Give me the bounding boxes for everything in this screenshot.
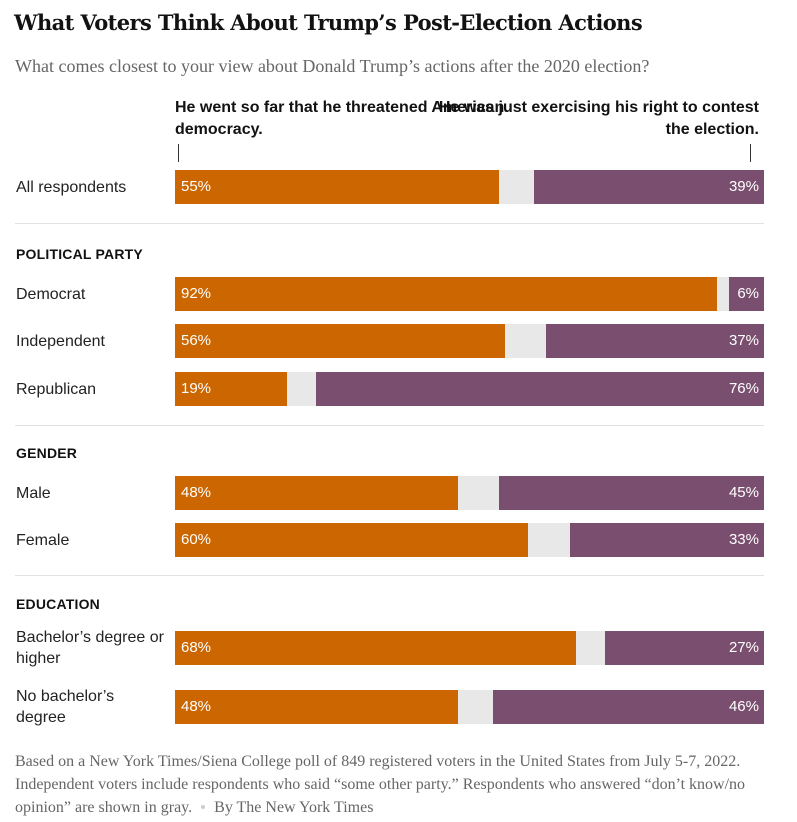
contest-value-label: 27% <box>728 639 759 656</box>
contest-value-label: 45% <box>728 484 759 501</box>
section-heading-political-party: POLITICAL PARTY <box>16 246 143 262</box>
credit-separator-dot <box>201 804 206 809</box>
threatened-value-label: 48% <box>181 484 212 501</box>
bar-row: 92% 6% <box>175 277 764 311</box>
contest-value-label: 33% <box>728 531 759 548</box>
threatened-bar-segment <box>175 690 458 724</box>
footnote-text: Based on a New York Times/Siena College … <box>15 753 746 816</box>
credit-text: By The New York Times <box>214 799 374 816</box>
threatened-value-label: 56% <box>181 332 212 349</box>
threatened-bar-segment <box>175 476 458 510</box>
threatened-value-label: 19% <box>181 380 212 397</box>
chart-title: What Voters Think About Trump’s Post-Ele… <box>14 10 643 35</box>
row-label: Bachelor’s degree or higher <box>16 629 164 667</box>
threatened-value-label: 60% <box>181 531 212 548</box>
section-heading-education: EDUCATION <box>16 596 100 612</box>
bar-row: 55% 39% <box>175 170 764 204</box>
threatened-value-label: 68% <box>181 639 212 656</box>
row-label: Democrat <box>16 285 86 303</box>
contest-value-label: 76% <box>728 380 759 397</box>
row-label: All respondents <box>16 178 127 196</box>
threatened-value-label: 92% <box>181 285 212 302</box>
contest-value-label: 46% <box>728 698 759 715</box>
bar-row: 60% 33% <box>175 523 764 557</box>
contest-value-label: 6% <box>737 285 759 302</box>
legend-threatened-label: He went so far that he threatened Americ… <box>175 99 505 138</box>
bar-row: 48% 45% <box>175 476 764 510</box>
right-header-tick <box>750 144 751 162</box>
source-note: Based on a New York Times/Siena College … <box>15 750 775 819</box>
bar-row: 19% 76% <box>175 372 764 406</box>
contest-bar-segment <box>604 631 764 665</box>
contest-bar-segment <box>316 372 764 406</box>
bar-row: 68% 27% <box>175 631 764 665</box>
section-heading-gender: GENDER <box>16 445 78 461</box>
contest-bar-segment <box>534 170 764 204</box>
threatened-bar-segment <box>175 277 717 311</box>
threatened-bar-segment <box>175 523 529 557</box>
row-label: Male <box>16 484 51 502</box>
bar-row: 48% 46% <box>175 690 764 724</box>
contest-bar-segment <box>493 690 764 724</box>
section-divider <box>15 223 764 224</box>
contest-bar-segment <box>569 523 764 557</box>
threatened-value-label: 48% <box>181 698 212 715</box>
threatened-value-label: 55% <box>181 178 212 195</box>
row-label: No bachelor’s degree <box>16 688 115 726</box>
row-label: Republican <box>16 380 97 398</box>
contest-bar-segment <box>728 277 764 311</box>
row-label: Independent <box>16 332 105 350</box>
legend-contest-label: He was just exercising his right to cont… <box>438 99 759 138</box>
threatened-bar-segment <box>175 324 505 358</box>
contest-bar-segment <box>546 324 764 358</box>
threatened-bar-segment <box>175 631 576 665</box>
threatened-bar-segment <box>175 372 287 406</box>
threatened-bar-segment <box>175 170 499 204</box>
chart-subtitle: What comes closest to your view about Do… <box>15 56 650 76</box>
left-header-tick <box>178 144 179 162</box>
contest-value-label: 39% <box>728 178 759 195</box>
section-divider <box>15 425 764 426</box>
contest-value-label: 37% <box>728 332 759 349</box>
row-label: Female <box>16 531 70 549</box>
bar-row: 56% 37% <box>175 324 764 358</box>
contest-bar-segment <box>498 476 764 510</box>
section-divider <box>15 575 764 576</box>
